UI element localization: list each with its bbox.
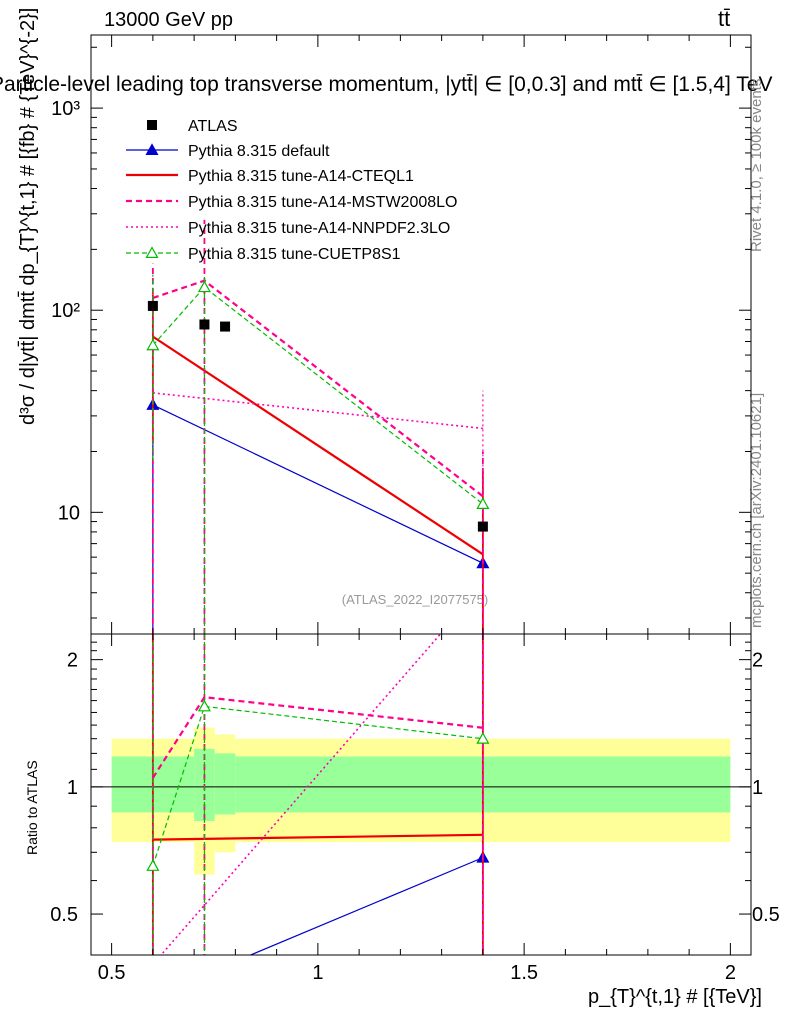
ratio-tick-label-left: 1 [67,777,78,799]
analysis-id-label: (ATLAS_2022_I2077575) [342,592,488,607]
legend-label: Pythia 8.315 tune-CUETP8S1 [188,246,401,263]
ratio-frame [90,633,752,956]
series-line-ratio [152,705,483,867]
series-line-main [152,392,483,430]
atlas-data-point [199,319,210,330]
ratio-tick-label-right: 0.5 [752,904,780,926]
series-line-main [152,286,484,505]
main-plot-series [146,219,490,634]
y-tick-label: 10 [58,502,80,524]
x-tick-label: 1.5 [510,962,538,984]
series-line-ratio [160,634,442,955]
ratio-plot-series [146,634,490,1000]
atlas-data-points [147,300,488,532]
series-line-ratio [152,833,483,841]
legend-label: Pythia 8.315 default [188,143,330,160]
collision-energy-label: 13000 GeV pp [104,9,233,31]
y-tick-label: 10² [51,300,80,322]
plot-title: Particle-level leading top transverse mo… [0,73,772,96]
atlas-data-point [147,300,158,311]
x-tick-label: 2 [725,962,736,984]
axes: 0.5 1 1.5 2 10 10² 10³ 0.5 0.5 1 1 2 2 [50,34,780,984]
series-line-main [152,404,484,564]
rivet-version-label: Rivet 4.1.0, ≥ 100k events [748,79,765,252]
legend-label-atlas: ATLAS [188,118,238,135]
atlas-data-point [220,321,231,332]
legend-label: Pythia 8.315 tune-A14-MSTW2008LO [188,194,457,211]
series-marker [197,280,211,293]
series-marker [146,338,160,351]
atlas-data-point [477,521,488,532]
series-marker-ratio [146,859,160,871]
ratio-tick-label-left: 2 [67,650,78,672]
mcplots-label: mcplots.cern.ch [arXiv:2401.10621] [748,393,765,628]
ratio-axis-title: Ratio to ATLAS [24,760,40,855]
x-tick-label: 1 [312,962,323,984]
band-inner-bin [214,753,236,815]
series-line-ratio [249,857,484,955]
legend-marker [145,246,159,258]
ratio-tick-label-left: 0.5 [50,904,78,926]
ratio-tick-label-right: 1 [752,777,763,799]
legend-marker-atlas [147,120,157,130]
legend-label: Pythia 8.315 tune-A14-CTEQL1 [188,168,414,185]
legend: ATLAS Pythia 8.315 default Pythia 8.315 tu… [126,118,457,263]
y-tick-label: 10³ [51,98,80,120]
process-label: tt̄ [718,6,730,31]
series-marker-ratio [147,990,158,1000]
ratio-tick-label-right: 2 [752,650,763,672]
series-line-main [152,335,484,556]
series-marker [476,497,490,509]
y-axis-title: d³σ / d|ytt̄| dmtt̄ dp_{T}^{t,1} # [{fb}… [17,8,39,425]
series-line-main [152,279,484,498]
legend-label: Pythia 8.315 tune-A14-NNPDF2.3LO [188,220,450,237]
legend-marker [145,143,159,155]
series-marker-ratio [197,699,211,712]
x-tick-label: 0.5 [98,962,126,984]
series-marker-ratio [476,731,490,744]
x-axis-title: p_{T}^{t,1} # [{TeV}] [588,986,762,1008]
